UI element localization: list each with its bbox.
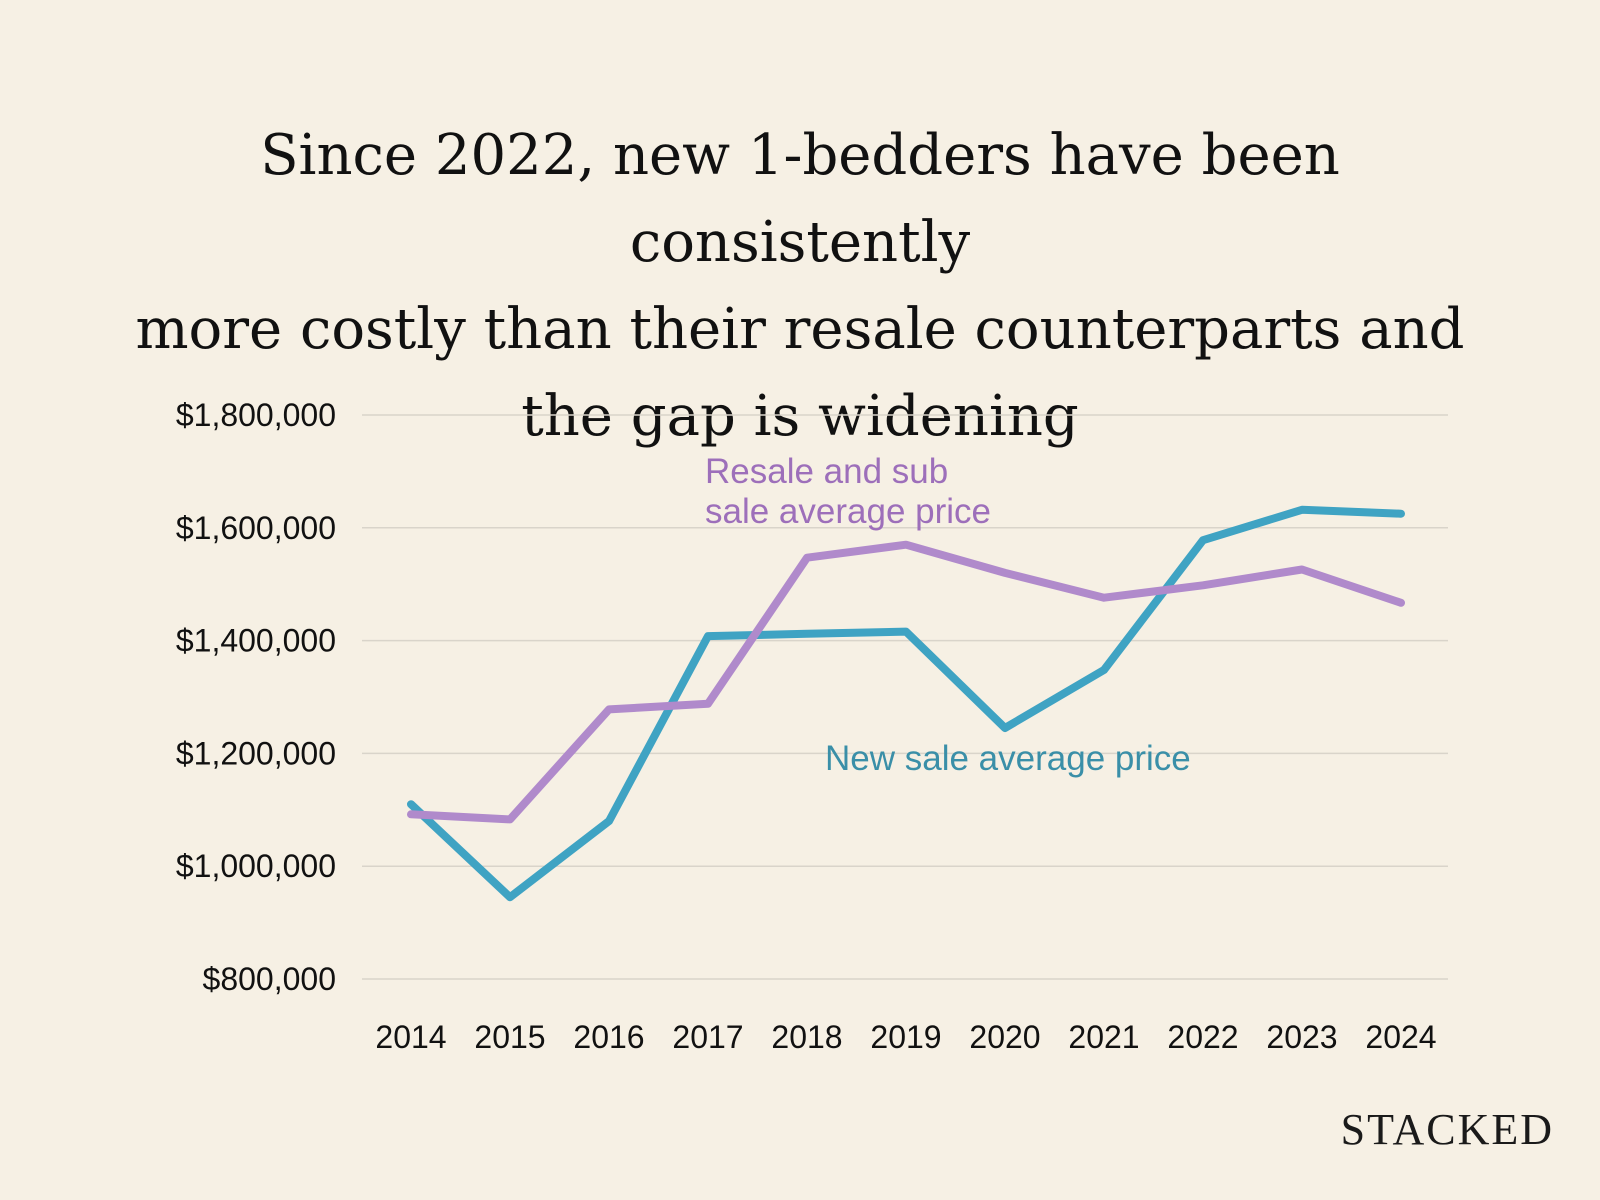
x-tick-label-2017: 2017	[672, 1019, 743, 1055]
y-tick-label-1200000: $1,200,000	[176, 735, 336, 771]
resale-series-label-line-2: sale average price	[705, 492, 991, 531]
x-tick-label-2016: 2016	[573, 1019, 644, 1055]
y-axis-tick-labels: $800,000 $1,000,000 $1,200,000 $1,400,000 $1…	[176, 397, 336, 997]
x-tick-label-2024: 2024	[1365, 1019, 1436, 1055]
chart-title: Since 2022, new 1-bedders have been cons…	[100, 112, 1500, 460]
x-tick-label-2021: 2021	[1068, 1019, 1139, 1055]
x-tick-label-2015: 2015	[474, 1019, 545, 1055]
new-sale-series-label: New sale average price	[825, 739, 1191, 778]
new-sale-series-line	[407, 505, 1405, 902]
chart-title-line-3: the gap is widening	[521, 384, 1079, 449]
resale-series-label-line-1: Resale and sub	[705, 452, 948, 491]
series-lines	[407, 505, 1405, 902]
gridlines	[362, 414, 1448, 980]
chart-title-line-1: Since 2022, new 1-bedders have been cons…	[260, 123, 1340, 275]
x-tick-label-2023: 2023	[1266, 1019, 1337, 1055]
y-tick-label-1600000: $1,600,000	[176, 510, 336, 546]
chart-title-line-2: more costly than their resale counterpar…	[135, 297, 1465, 362]
x-axis-tick-labels: 2014 2015 2016 2017 2018 2019 2020 2021 2022 2023…	[375, 1019, 1436, 1055]
x-tick-label-2014: 2014	[375, 1019, 446, 1055]
x-tick-label-2018: 2018	[771, 1019, 842, 1055]
x-tick-label-2020: 2020	[969, 1019, 1040, 1055]
y-tick-label-1800000: $1,800,000	[176, 397, 336, 433]
y-tick-label-1400000: $1,400,000	[176, 623, 336, 659]
x-tick-label-2022: 2022	[1167, 1019, 1238, 1055]
x-tick-label-2019: 2019	[870, 1019, 941, 1055]
y-tick-label-1000000: $1,000,000	[176, 848, 336, 884]
y-tick-label-800000: $800,000	[203, 961, 336, 997]
stacked-logo: STACKED	[1340, 1105, 1554, 1154]
resale-series-line	[407, 540, 1405, 824]
